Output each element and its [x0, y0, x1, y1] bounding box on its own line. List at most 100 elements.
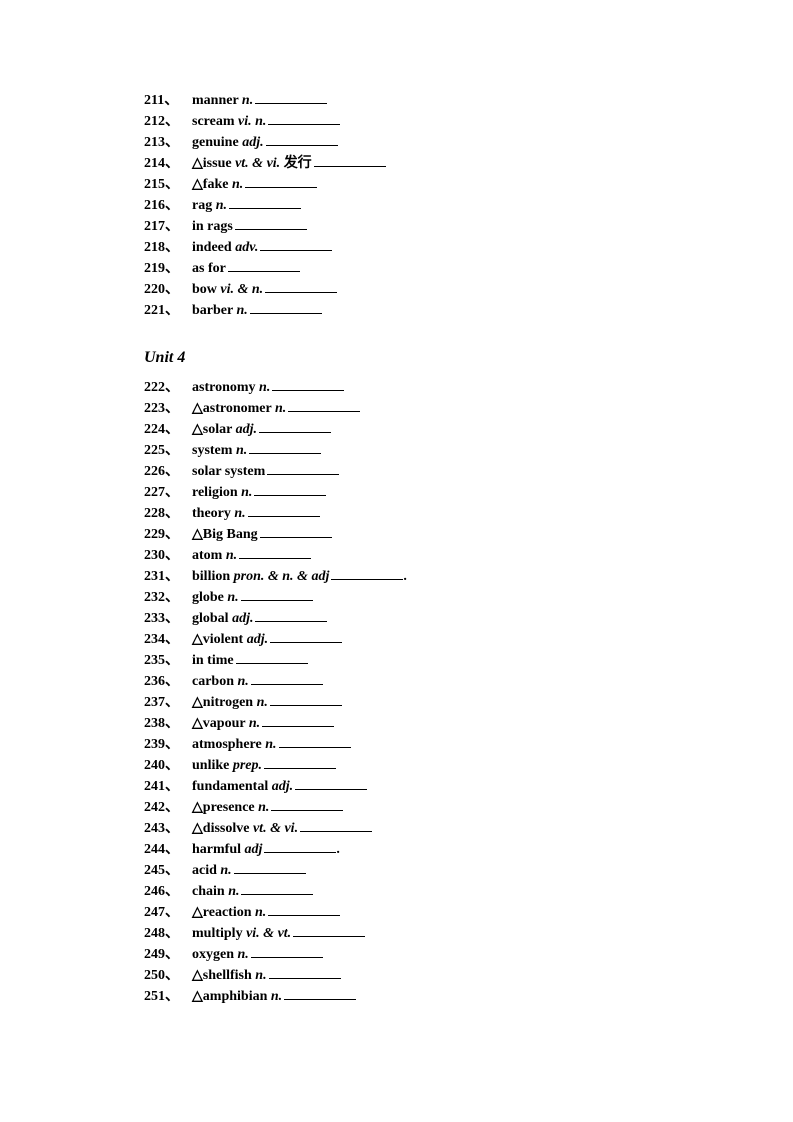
triangle-marker: △: [192, 156, 203, 171]
blank-line: [270, 630, 342, 643]
entry-word: nitrogen: [203, 695, 253, 710]
entry-word: in time: [192, 653, 234, 668]
vocab-entry: 246、chain n.: [144, 881, 644, 902]
entry-trail: .: [336, 842, 340, 857]
entry-word: atom: [192, 548, 222, 563]
triangle-marker: △: [192, 632, 203, 647]
vocab-entry: 219、as for: [144, 258, 644, 279]
entry-word: acid: [192, 863, 217, 878]
entry-body: rag n.: [192, 198, 301, 213]
blank-line: [235, 217, 307, 230]
triangle-marker: △: [192, 716, 203, 731]
entry-pos: n.: [220, 863, 231, 878]
triangle-marker: △: [192, 800, 203, 815]
entry-body: multiply vi. & vt.: [192, 926, 365, 941]
entry-number: 229、: [144, 524, 192, 545]
blank-line: [264, 840, 336, 853]
entry-word: harmful: [192, 842, 241, 857]
blank-line: [254, 483, 326, 496]
entry-pos: n.: [255, 968, 266, 983]
entry-body: in time: [192, 653, 308, 668]
blank-line: [293, 924, 365, 937]
entry-pos: adj.: [232, 611, 253, 626]
entry-word: chain: [192, 884, 225, 899]
entry-pos: n.: [241, 485, 252, 500]
entry-body: △dissolve vt. & vi.: [192, 821, 372, 836]
entry-word: astronomer: [203, 401, 272, 416]
entry-word: violent: [203, 632, 243, 647]
entry-number: 227、: [144, 482, 192, 503]
entry-body: billion pron. & n. & adj.: [192, 569, 407, 584]
vocab-entry: 229、△Big Bang: [144, 524, 644, 545]
vocab-entry: 228、theory n.: [144, 503, 644, 524]
entry-word: carbon: [192, 674, 234, 689]
vocab-entry: 247、△reaction n.: [144, 902, 644, 923]
entry-body: △presence n.: [192, 800, 343, 815]
blank-line: [236, 651, 308, 664]
entry-pos: n.: [228, 884, 239, 899]
entry-number: 232、: [144, 587, 192, 608]
entry-number: 236、: [144, 671, 192, 692]
entry-pos: pron. & n. & adj: [234, 569, 330, 584]
blank-line: [250, 301, 322, 314]
blank-line: [279, 735, 351, 748]
entry-number: 248、: [144, 923, 192, 944]
vocab-entry: 220、bow vi. & n.: [144, 279, 644, 300]
blank-line: [266, 133, 338, 146]
vocab-entry: 225、system n.: [144, 440, 644, 461]
entry-number: 214、: [144, 153, 192, 174]
entry-word: system: [192, 443, 232, 458]
vocab-entry: 237、△nitrogen n.: [144, 692, 644, 713]
blank-line: [239, 546, 311, 559]
blank-line: [251, 672, 323, 685]
vocab-entry: 234、△violent adj.: [144, 629, 644, 650]
blank-line: [284, 987, 356, 1000]
entry-body: unlike prep.: [192, 758, 336, 773]
vocab-entry: 250、△shellfish n.: [144, 965, 644, 986]
blank-line: [260, 525, 332, 538]
entry-body: theory n.: [192, 506, 320, 521]
entry-body: indeed adv.: [192, 240, 332, 255]
triangle-marker: △: [192, 821, 203, 836]
vocab-entry: 217、in rags: [144, 216, 644, 237]
entry-pos: n.: [255, 905, 266, 920]
entry-number: 223、: [144, 398, 192, 419]
entry-pos: adv.: [235, 240, 258, 255]
entry-word: global: [192, 611, 229, 626]
entry-word: theory: [192, 506, 231, 521]
entry-word: Big Bang: [203, 527, 258, 542]
entry-word: solar: [203, 422, 232, 437]
entry-number: 251、: [144, 986, 192, 1007]
triangle-marker: △: [192, 422, 203, 437]
entry-number: 242、: [144, 797, 192, 818]
blank-line: [262, 714, 334, 727]
entry-body: barber n.: [192, 303, 322, 318]
entry-number: 218、: [144, 237, 192, 258]
vocab-entry: 239、atmosphere n.: [144, 734, 644, 755]
vocab-entry: 231、billion pron. & n. & adj.: [144, 566, 644, 587]
blank-line: [265, 280, 337, 293]
entry-number: 247、: [144, 902, 192, 923]
blank-line: [295, 777, 367, 790]
entry-number: 241、: [144, 776, 192, 797]
entry-word: as for: [192, 261, 226, 276]
entry-body: △violent adj.: [192, 632, 342, 647]
entry-number: 234、: [144, 629, 192, 650]
blank-line: [249, 441, 321, 454]
vocab-entry: 226、solar system: [144, 461, 644, 482]
blank-line: [248, 504, 320, 517]
entry-body: atom n.: [192, 548, 311, 563]
entry-number: 213、: [144, 132, 192, 153]
blank-line: [288, 399, 360, 412]
entry-number: 220、: [144, 279, 192, 300]
entry-body: △issue vt. & vi. 发行: [192, 156, 386, 171]
blank-line: [234, 861, 306, 874]
entry-body: △amphibian n.: [192, 989, 356, 1004]
entry-pos: adj.: [272, 779, 293, 794]
entry-body: acid n.: [192, 863, 306, 878]
vocab-entry: 230、atom n.: [144, 545, 644, 566]
entry-word: dissolve: [203, 821, 250, 836]
entry-pos: n.: [249, 716, 260, 731]
entry-body: △solar adj.: [192, 422, 331, 437]
entry-word: barber: [192, 303, 233, 318]
